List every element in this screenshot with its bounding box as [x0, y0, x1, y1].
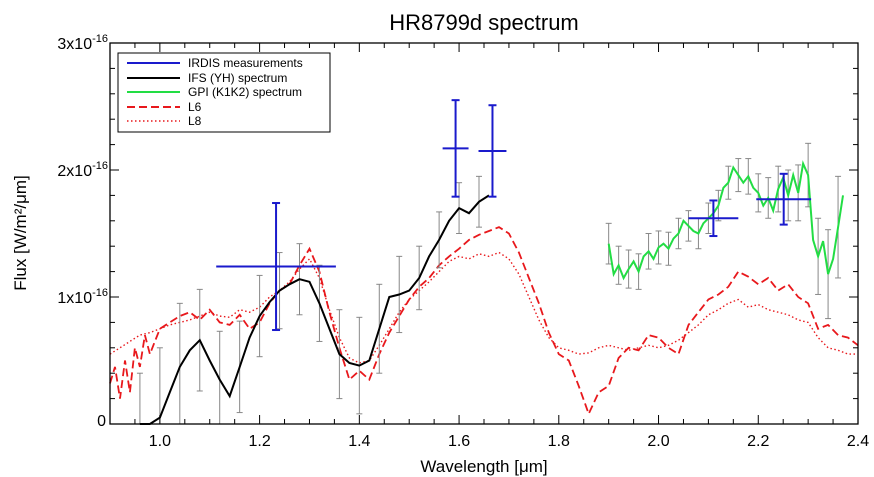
series-l6-line [109, 226, 859, 417]
measured-spectra-layer [139, 160, 844, 425]
x-tick-label-1: 1.2 [248, 433, 270, 450]
legend-box [117, 52, 331, 133]
spectrum-error-bars-layer [136, 142, 842, 425]
y-tick-label-1: 1x10-16 [57, 287, 108, 307]
x-axis-label: Wavelength [μm] [420, 457, 547, 476]
x-tick-label-2: 1.4 [348, 433, 370, 450]
legend-label-l8: L8 [188, 114, 202, 128]
series-l8-line [109, 251, 858, 364]
x-tick-label-6: 2.2 [747, 433, 769, 450]
series-gpi-line [607, 160, 844, 281]
legend-label-gpi: GPI (K1K2) spectrum [188, 85, 302, 99]
legend-label-l6: L6 [188, 100, 202, 114]
y-axis-label: Flux [W/m²/μm] [11, 175, 30, 291]
x-tick-label-3: 1.6 [448, 433, 470, 450]
axis-ticks-layer: 1.0 1.2 1.4 1.6 1.8 2.0 2.2 2.4 0 1x10-16 2x10-16 3… [57, 33, 869, 450]
x-tick-label-5: 2.0 [647, 433, 669, 450]
x-tick-label-0: 1.0 [149, 433, 171, 450]
y-tick-label-0: 0 [97, 413, 106, 430]
model-spectra-layer [109, 226, 859, 417]
series-ifs-line [139, 194, 490, 425]
x-tick-label-7: 2.4 [847, 433, 869, 450]
irdis-points-layer [216, 99, 812, 332]
legend: IRDIS measurements IFS (YH) spectrum GPI… [117, 52, 331, 133]
legend-label-ifs: IFS (YH) spectrum [188, 71, 287, 85]
y-tick-label-3: 3x10-16 [57, 33, 108, 53]
chart-title: HR8799d spectrum [389, 10, 579, 35]
x-tick-label-4: 1.8 [548, 433, 570, 450]
y-tick-label-2: 2x10-16 [57, 160, 108, 180]
legend-label-irdis: IRDIS measurements [188, 56, 303, 70]
